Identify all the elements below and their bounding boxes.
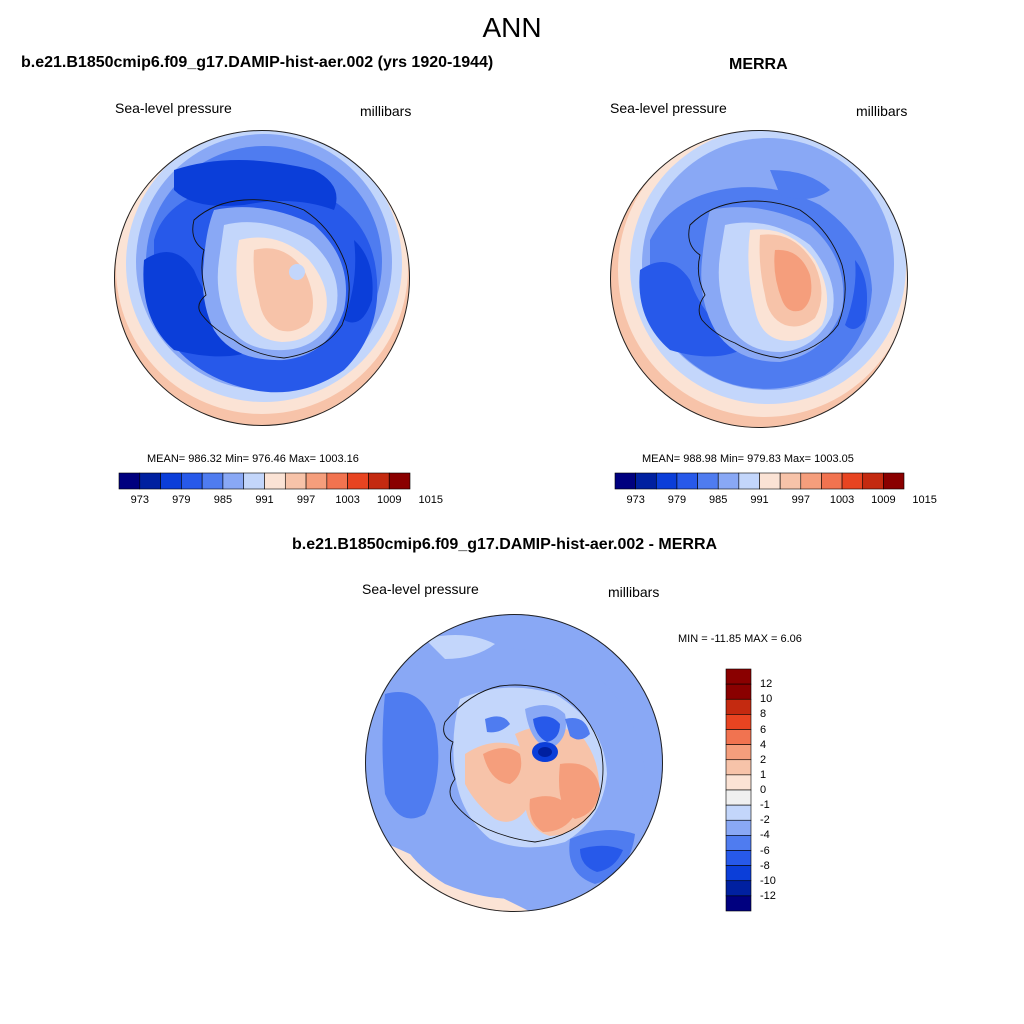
diff-colorbar-ticks: 12 10 8 6 4 2 1 0 -1 -2 -4 -6 -8 -10 -12 <box>726 669 786 911</box>
diff-units-label: millibars <box>608 584 660 600</box>
colorbar-tick-label: 1015 <box>912 494 937 506</box>
colorbar-swatch <box>779 472 802 490</box>
colorbar-swatch <box>759 472 781 490</box>
colorbar-tick-label: 991 <box>255 494 274 506</box>
colorbar-tick-label: -10 <box>760 874 776 887</box>
colorbar-swatch <box>614 472 636 490</box>
colorbar-swatch <box>821 472 843 490</box>
colorbar-swatch <box>222 472 245 490</box>
colorbar-tick-label: -4 <box>760 829 770 842</box>
colorbar-tick-label: 997 <box>791 494 810 506</box>
colorbar-tick-label: 1003 <box>335 494 360 506</box>
colorbar-tick-label: -8 <box>760 859 770 872</box>
colorbar-swatch <box>800 472 822 490</box>
colorbar-tick-label: 1009 <box>871 494 896 506</box>
colorbar-swatch <box>635 472 657 490</box>
colorbar-swatch <box>118 472 141 490</box>
colorbar-tick-label: 8 <box>760 708 767 721</box>
colorbar-tick-label: 2 <box>760 753 767 766</box>
model-polar-map <box>114 130 410 426</box>
colorbar-swatch <box>725 895 752 912</box>
colorbar-swatch <box>305 472 328 490</box>
colorbar-swatch <box>841 472 864 490</box>
model-units-label: millibars <box>360 103 412 119</box>
colorbar-tick-label: 4 <box>760 738 767 751</box>
colorbar-tick-label: 985 <box>709 494 728 506</box>
diff-colorbar <box>725 668 752 912</box>
diff-stats: MIN = -11.85 MAX = 6.06 <box>678 633 802 645</box>
colorbar-tick-label: -2 <box>760 814 770 827</box>
colorbar-swatch <box>264 472 286 490</box>
colorbar-tick-label: 1003 <box>829 494 855 506</box>
colorbar-tick-label: 1 <box>760 768 767 781</box>
model-variable-label: Sea-level pressure <box>115 100 232 116</box>
colorbar-tick-label: 1015 <box>418 494 444 506</box>
colorbar-swatch <box>368 472 390 490</box>
colorbar-tick-label: 973 <box>626 494 645 506</box>
colorbar-tick-label: 979 <box>667 494 687 506</box>
colorbar-tick-label: 991 <box>750 494 769 506</box>
colorbar-swatch <box>243 472 265 490</box>
colorbar-swatch <box>201 472 224 490</box>
diff-panel-title: b.e21.B1850cmip6.f09_g17.DAMIP-hist-aer.… <box>292 536 718 553</box>
model-colorbar-ticks: 973 979 985 991 997 1003 1009 1015 <box>119 494 443 508</box>
colorbar-tick-label: 973 <box>130 494 149 506</box>
obs-variable-label: Sea-level pressure <box>610 100 727 116</box>
diff-polar-map <box>365 614 663 912</box>
model-panel-title: b.e21.B1850cmip6.f09_g17.DAMIP-hist-aer.… <box>21 54 494 71</box>
obs-stats: MEAN= 988.98 Min= 979.83 Max= 1003.05 <box>642 453 854 465</box>
colorbar-tick-label: -12 <box>760 889 776 902</box>
diff-variable-label: Sea-level pressure <box>362 581 479 597</box>
colorbar-tick-label: -1 <box>760 799 770 812</box>
obs-panel-title: MERRA <box>729 56 788 73</box>
colorbar-swatch <box>347 472 369 490</box>
colorbar-swatch <box>181 472 203 490</box>
colorbar-tick-label: 997 <box>296 494 316 506</box>
colorbar-tick-label: 12 <box>760 678 773 691</box>
obs-colorbar <box>614 472 905 490</box>
model-colorbar <box>118 472 411 490</box>
obs-colorbar-ticks: 973 979 985 991 997 1003 1009 1015 <box>615 494 936 508</box>
colorbar-swatch <box>139 472 161 490</box>
colorbar-swatch <box>655 472 678 490</box>
colorbar-tick-label: 6 <box>760 723 767 736</box>
page-title: ANN <box>482 12 542 43</box>
model-stats: MEAN= 986.32 Min= 976.46 Max= 1003.16 <box>147 453 359 465</box>
colorbar-swatch <box>738 472 760 490</box>
colorbar-swatch <box>697 472 719 490</box>
colorbar-swatch <box>862 472 884 490</box>
colorbar-tick-label: 1009 <box>376 494 402 506</box>
colorbar-tick-label: 979 <box>172 494 191 506</box>
colorbar-swatch <box>676 472 698 490</box>
colorbar-swatch <box>326 472 348 490</box>
obs-polar-map <box>610 130 908 428</box>
colorbar-tick-label: 0 <box>760 784 767 796</box>
colorbar-tick-label: 10 <box>760 693 773 706</box>
obs-units-label: millibars <box>856 103 908 119</box>
colorbar-tick-label: 985 <box>213 494 233 506</box>
colorbar-swatch <box>284 472 307 490</box>
colorbar-tick-label: -6 <box>760 844 770 857</box>
colorbar-swatch <box>883 472 905 490</box>
colorbar-swatch <box>388 472 411 490</box>
colorbar-swatch <box>717 472 740 490</box>
colorbar-swatch <box>160 472 182 490</box>
